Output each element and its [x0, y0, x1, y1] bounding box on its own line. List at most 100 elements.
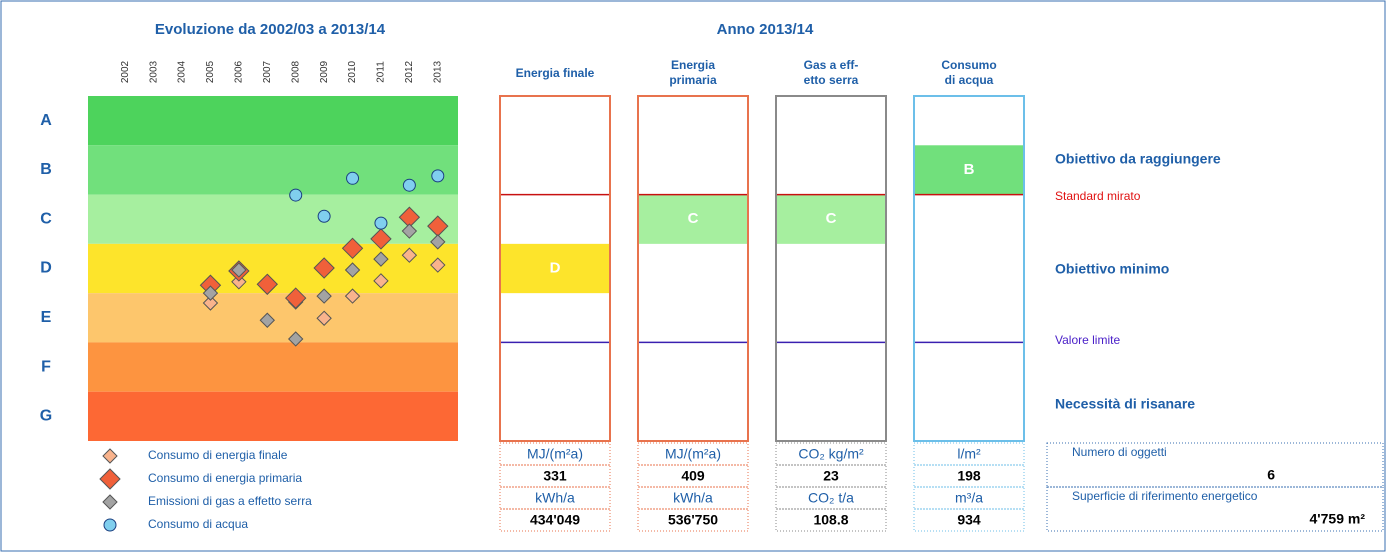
- point: [231, 274, 247, 290]
- y-tick-label: D: [40, 260, 52, 277]
- column-frame: [499, 95, 611, 442]
- class-label: C: [688, 210, 699, 227]
- column-header: Energia: [671, 58, 715, 72]
- unit-label: MJ/(m²a): [665, 446, 721, 462]
- x-tick-label: 2005: [205, 60, 216, 83]
- point: [202, 295, 219, 311]
- class-band: [88, 194, 458, 244]
- x-tick-label: 2010: [347, 60, 358, 83]
- value-label: 23: [823, 468, 839, 484]
- info-value: 4'759 m²: [1310, 511, 1366, 527]
- table-cell: [637, 508, 749, 532]
- unit-label: l/m²: [957, 446, 981, 462]
- column-header: Gas a eff-: [804, 58, 859, 72]
- point: [401, 223, 418, 239]
- value-label: 434'049: [530, 512, 580, 528]
- info-value: 6: [1267, 467, 1275, 483]
- point: [259, 312, 275, 328]
- class-band: [88, 96, 458, 146]
- point: [316, 288, 332, 304]
- point: [370, 228, 392, 250]
- panel-title: Anno 2013/14: [717, 21, 814, 38]
- y-tick-label: G: [40, 408, 52, 425]
- column-frame: [637, 95, 749, 442]
- point: [431, 169, 445, 183]
- table-cell: [499, 508, 611, 532]
- point: [344, 262, 361, 278]
- x-tick-label: 2006: [234, 60, 245, 83]
- unit-label: CO₂ t/a: [808, 490, 854, 506]
- point: [316, 310, 332, 326]
- column-header: primaria: [669, 73, 717, 87]
- legend-marker: [99, 468, 121, 490]
- value-label: 198: [957, 468, 981, 484]
- table-cell: [775, 508, 887, 532]
- legend-label: Consumo di acqua: [148, 517, 248, 531]
- chart-title: Evoluzione da 2002/03 a 2013/14: [155, 21, 386, 38]
- value-label: 409: [681, 468, 705, 484]
- point: [373, 251, 389, 267]
- target-renovate: Necessità di risanare: [1055, 396, 1195, 412]
- info-label: Numero di oggetti: [1072, 445, 1167, 459]
- target-goal: Obiettivo da raggiungere: [1055, 151, 1221, 167]
- x-tick-label: 2012: [404, 60, 415, 83]
- point: [288, 331, 304, 347]
- point: [346, 171, 360, 185]
- target-standard: Standard mirato: [1055, 189, 1141, 203]
- target-limit: Valore limite: [1055, 333, 1120, 347]
- point: [374, 216, 388, 230]
- value-label: 331: [543, 468, 567, 484]
- column-header: etto serra: [804, 73, 859, 87]
- info-label: Superficie di riferimento energetico: [1072, 489, 1258, 503]
- unit-label: kWh/a: [535, 490, 575, 506]
- point: [231, 262, 247, 278]
- value-label: 934: [957, 512, 981, 528]
- info-cell: [1046, 442, 1384, 488]
- class-marker: [638, 194, 748, 244]
- class-label: C: [826, 210, 837, 227]
- unit-label: MJ/(m²a): [527, 446, 583, 462]
- class-marker: [500, 243, 610, 294]
- point: [401, 247, 418, 263]
- point: [317, 209, 331, 223]
- x-tick-label: 2011: [376, 61, 387, 83]
- value-label: 536'750: [668, 512, 718, 528]
- legend-marker: [102, 494, 118, 510]
- class-band: [88, 293, 458, 343]
- point: [373, 273, 389, 289]
- legend-marker: [103, 518, 117, 532]
- class-label: D: [550, 259, 561, 276]
- unit-label: m³/a: [955, 490, 983, 506]
- column-header: Energia finale: [516, 66, 595, 80]
- legend-label: Consumo di energia primaria: [148, 471, 302, 485]
- point: [285, 287, 307, 309]
- point: [430, 257, 446, 273]
- x-tick-label: 2007: [262, 60, 273, 83]
- point: [202, 285, 219, 301]
- column-frame: [775, 95, 887, 442]
- point: [313, 257, 335, 279]
- x-tick-label: 2002: [120, 60, 131, 83]
- point: [430, 234, 446, 250]
- column-header: Consumo: [941, 58, 996, 72]
- x-tick-label: 2008: [290, 60, 301, 83]
- column-header: di acqua: [945, 73, 994, 87]
- class-band: [88, 145, 458, 195]
- x-tick-label: 2004: [177, 60, 188, 83]
- y-tick-label: A: [40, 112, 52, 129]
- y-tick-label: F: [41, 358, 51, 375]
- unit-label: CO₂ kg/m²: [798, 446, 864, 462]
- class-label: B: [964, 161, 975, 178]
- class-band: [88, 391, 458, 441]
- column-frame: [913, 95, 1025, 442]
- legend-label: Emissioni di gas a effetto serra: [148, 494, 312, 508]
- class-marker: [914, 145, 1024, 195]
- class-band: [88, 342, 458, 392]
- point: [256, 273, 278, 295]
- class-marker: [776, 194, 886, 244]
- point: [341, 237, 364, 259]
- x-tick-label: 2003: [148, 60, 159, 83]
- info-cell: [1046, 486, 1384, 532]
